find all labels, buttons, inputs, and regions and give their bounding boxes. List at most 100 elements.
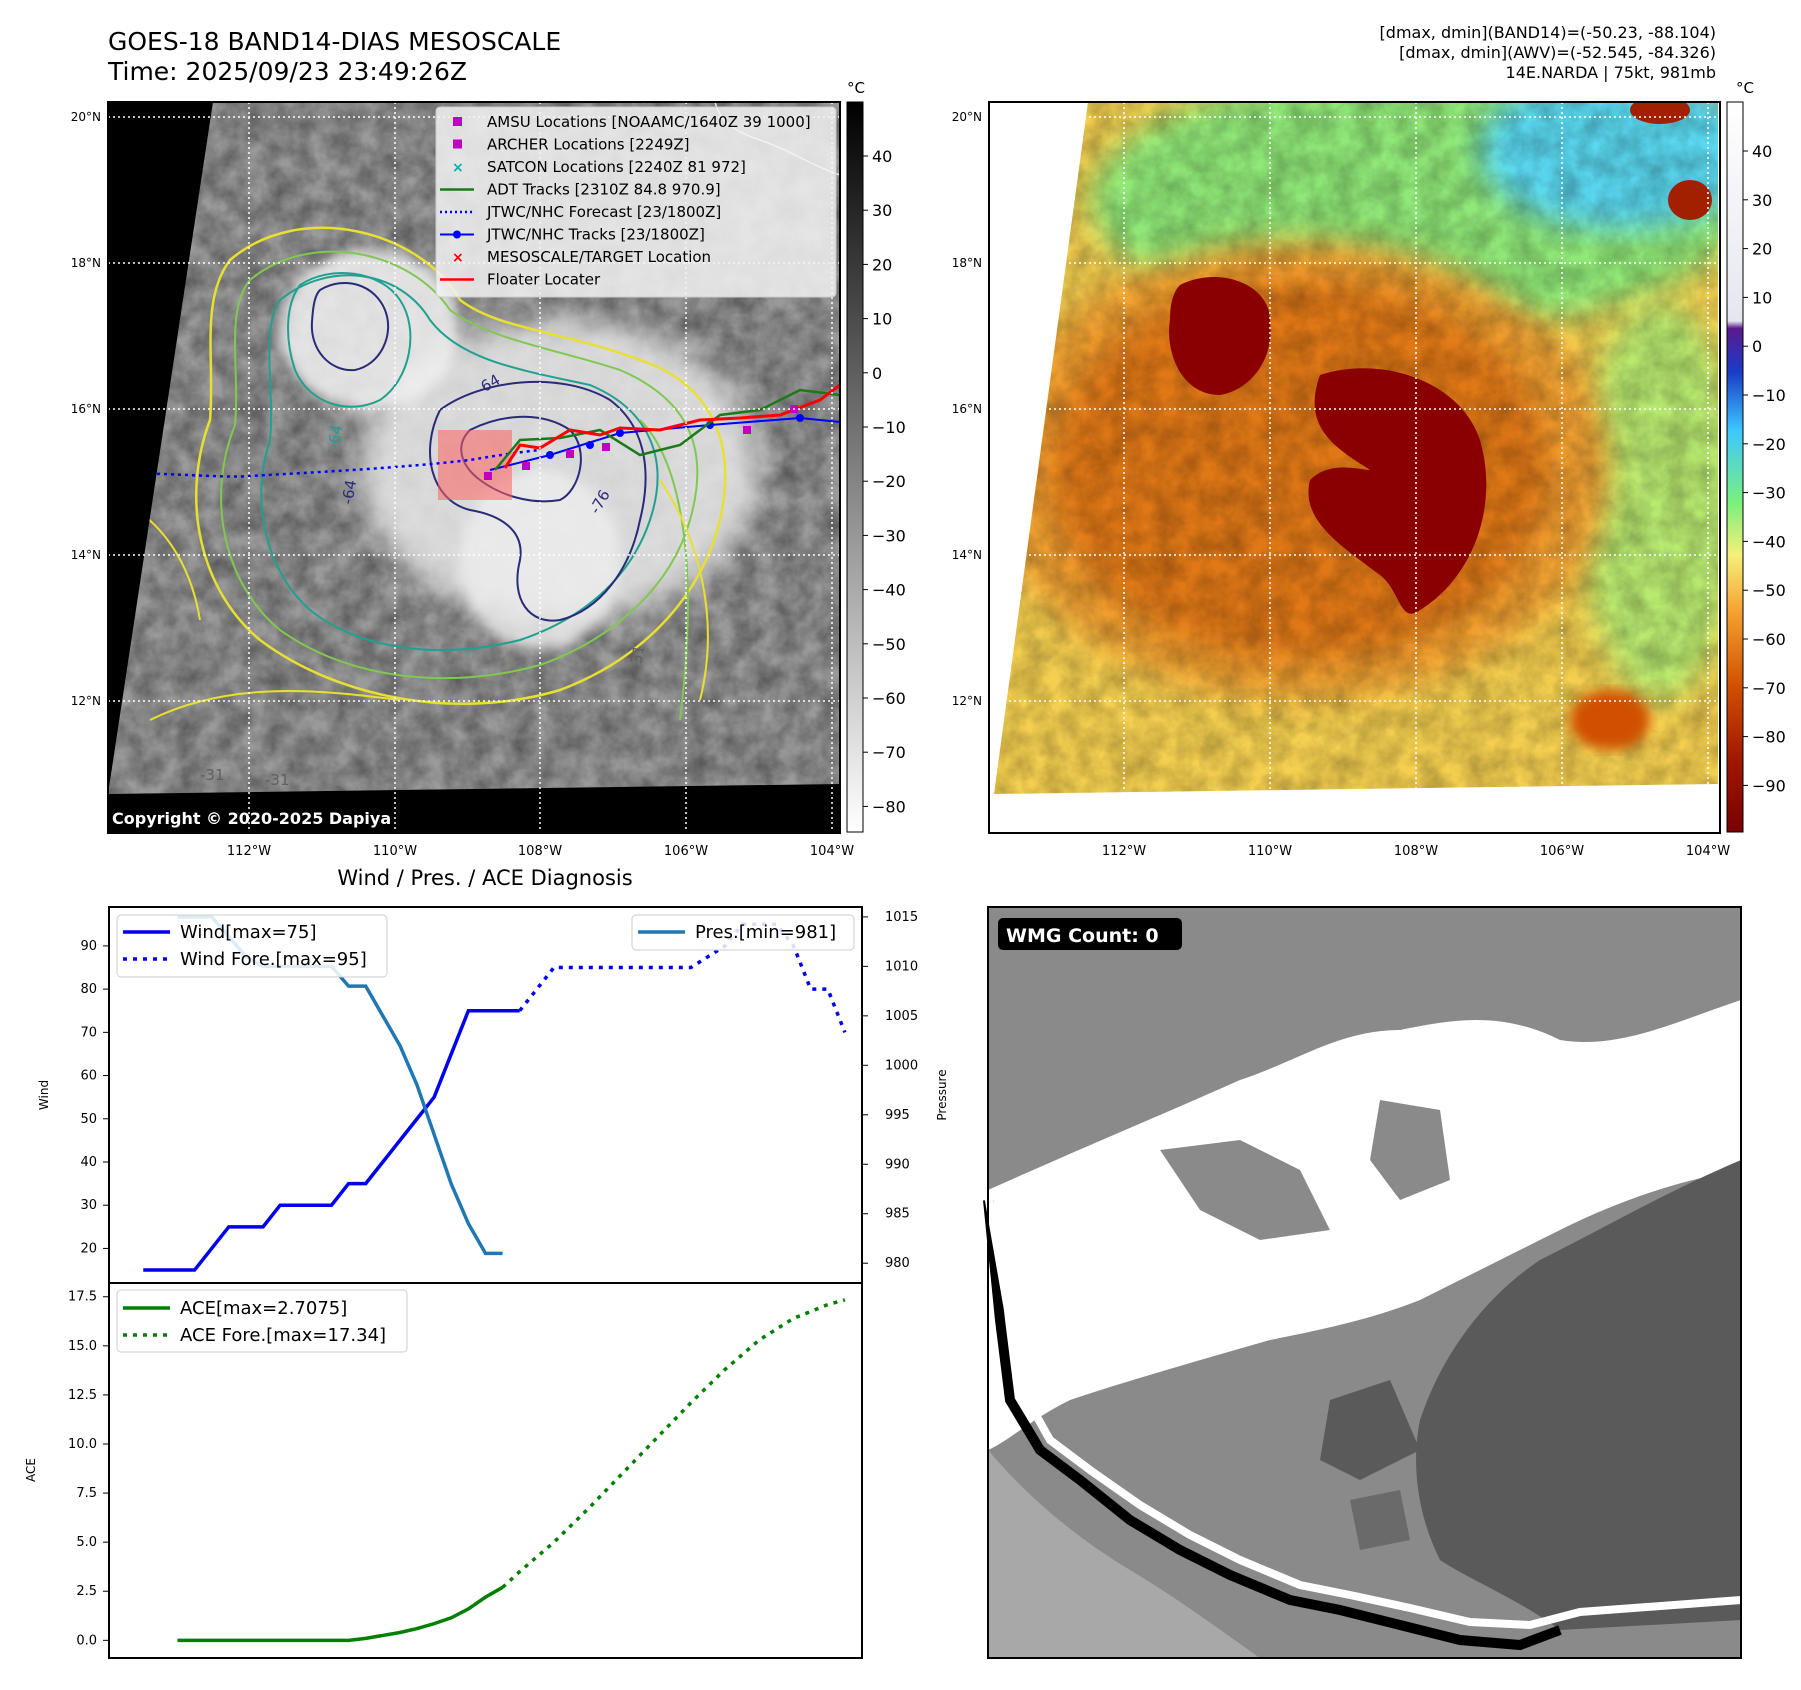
pressure-tick-label: 990 [885, 1157, 910, 1172]
lon-label: 108°W [1394, 844, 1438, 859]
chart-title: Wind / Pres. / ACE Diagnosis [337, 866, 632, 890]
colorbar-tick-label: −40 [1752, 532, 1786, 551]
pressure-tick-label: 1010 [885, 959, 918, 974]
left-colorbar: °C 40 30 20 10 0 −10 −20 −30 −40 −50 −60 −70 −80 [846, 79, 906, 833]
colorbar-tick-label: −60 [1752, 630, 1786, 649]
contour-label: -64 [324, 423, 346, 450]
lon-label: 106°W [1540, 844, 1584, 859]
map-legend: AMSU Locations [NOAAMC/1640Z 39 1000] ARC… [435, 106, 837, 298]
wmg-white-band [988, 1000, 1741, 1450]
legend-marker [453, 139, 462, 149]
right-colorbar: °C 40 30 20 10 0 −10 −20 −30 −40 −50 −60 −70 −80 −90 [1726, 79, 1786, 833]
lon-label: 112°W [1102, 844, 1146, 859]
right-map-panel [988, 101, 1721, 834]
colorbar-tick-label: 40 [872, 147, 892, 166]
floater-track [503, 383, 840, 469]
legend-label: Pres.[min=981] [695, 922, 836, 943]
left-map-axis-labels: 20°N 18°N 16°N 14°N 12°N 112°W 110°W 108°W 106°W… [71, 110, 854, 859]
wind-tick-label: 70 [80, 1025, 97, 1040]
wind-axis-label: Wind [37, 1080, 51, 1110]
copyright: Copyright © 2020-2025 Dapiya [112, 809, 391, 828]
band14-stats: [dmax, dmin](BAND14)=(-50.23, -88.104) [1380, 23, 1716, 42]
ace-tick-label: 7.5 [76, 1486, 97, 1501]
lon-label: 104°W [810, 844, 854, 859]
wind-tick-label: 20 [80, 1241, 97, 1256]
legend-label: ACE[max=2.7075] [180, 1298, 347, 1319]
legend-label: ADT Tracks [2310Z 84.8 970.9] [487, 181, 721, 199]
wmg-dark-region [1416, 1160, 1741, 1630]
contour-label: -31 [265, 771, 290, 789]
colorbar-tick-label: 40 [1752, 142, 1772, 161]
temperature-contours [119, 226, 727, 721]
colorbar-tick-label: 0 [872, 364, 882, 383]
lat-label: 16°N [71, 402, 101, 416]
lat-label: 14°N [71, 548, 101, 562]
legend-item: × SATCON Locations [2240Z 81 972] [452, 158, 746, 176]
colorbar-tick-label: −40 [872, 581, 906, 600]
contour-label: -64 [338, 478, 360, 505]
lon-label: 108°W [518, 844, 562, 859]
colorbar-tick-label: −70 [872, 743, 906, 762]
legend-label: Wind[max=75] [180, 922, 317, 943]
figure-title: GOES-18 BAND14-DIAS MESOSCALE [108, 27, 561, 56]
legend-item: JTWC/NHC Forecast [23/1800Z] [440, 203, 721, 221]
series-line [501, 1298, 846, 1589]
lat-label: 18°N [71, 256, 101, 270]
colorbar-tick-label: −70 [1752, 679, 1786, 698]
lon-label: 106°W [664, 844, 708, 859]
colorbar-tick-label: −60 [872, 689, 906, 708]
colorbar-tick-label: −90 [1752, 776, 1786, 795]
pressure-axis-label: Pressure [935, 1069, 949, 1120]
wind-tick-label: 40 [80, 1155, 97, 1170]
legend-item: ADT Tracks [2310Z 84.8 970.9] [440, 181, 721, 199]
colorbar-tick-label: −20 [1752, 435, 1786, 454]
legend-label: ACE Fore.[max=17.34] [180, 1325, 386, 1346]
pressure-tick-label: 1015 [885, 910, 918, 925]
contour-label: -31 [626, 643, 648, 670]
colorbar-tick-label: −80 [1752, 728, 1786, 747]
legend-marker: × [452, 160, 464, 176]
legend-label: Floater Locater [487, 271, 601, 289]
legend-label: SATCON Locations [2240Z 81 972] [487, 158, 746, 176]
legend-label: Wind Fore.[max=95] [180, 949, 367, 970]
pressure-tick-label: 980 [885, 1256, 910, 1271]
right-map-gridlines [989, 102, 1720, 794]
colorbar-tick-label: −80 [872, 797, 906, 816]
right-colorbar-unit: °C [1736, 79, 1754, 97]
ace-chart: 0.0 2.5 5.0 7.5 10.0 12.5 15.0 17.5 ACE[max=2.7… [24, 1282, 863, 1659]
colorbar-tick-label: −50 [872, 635, 906, 654]
colorbar-tick-label: −30 [1752, 484, 1786, 503]
legend-label: JTWC/NHC Tracks [23/1800Z] [486, 226, 705, 244]
wind-tick-label: 90 [80, 939, 97, 954]
lat-label: 12°N [71, 694, 101, 708]
wind-tick-label: 50 [80, 1112, 97, 1127]
floater-box [438, 430, 512, 500]
colorbar-tick-label: −10 [872, 418, 906, 437]
wmg-count-label: WMG Count: 0 [1006, 925, 1159, 947]
legend-item: Floater Locater [440, 271, 601, 289]
wmg-edge [983, 1199, 1562, 1651]
ace-tick-label: 10.0 [68, 1437, 97, 1452]
pressure-tick-label: 1000 [885, 1058, 918, 1073]
contour-label: -31 [200, 766, 225, 784]
legend-marker-dot [453, 230, 461, 239]
lon-label: 104°W [1686, 844, 1730, 859]
legend-item: × MESOSCALE/TARGET Location [452, 248, 711, 266]
colorbar-tick-label: 10 [1752, 288, 1772, 307]
pressure-legend: Pres.[min=981] [631, 914, 855, 951]
legend-marker: × [452, 250, 464, 266]
wmg-panel: WMG Count: 0 [983, 906, 1742, 1659]
legend-item: AMSU Locations [NOAAMC/1640Z 39 1000] [453, 113, 811, 131]
right-map-axis-labels: 20°N 18°N 16°N 14°N 12°N 112°W 110°W 108°W 106°W… [952, 110, 1730, 859]
pressure-tick-label: 1005 [885, 1009, 918, 1024]
ace-tick-label: 0.0 [76, 1633, 97, 1648]
cold-core-center [1308, 368, 1487, 614]
ace-tick-label: 2.5 [76, 1584, 97, 1599]
wind-tick-label: 30 [80, 1198, 97, 1213]
colorbar-tick-label: 20 [872, 255, 892, 274]
ace-tick-label: 12.5 [68, 1388, 97, 1403]
colorbar-tick-label: 30 [872, 201, 892, 220]
awv-stats: [dmax, dmin](AWV)=(-52.545, -84.326) [1399, 43, 1716, 62]
jtwc-track-points [546, 414, 804, 459]
wmg-light-region [988, 1450, 1260, 1658]
